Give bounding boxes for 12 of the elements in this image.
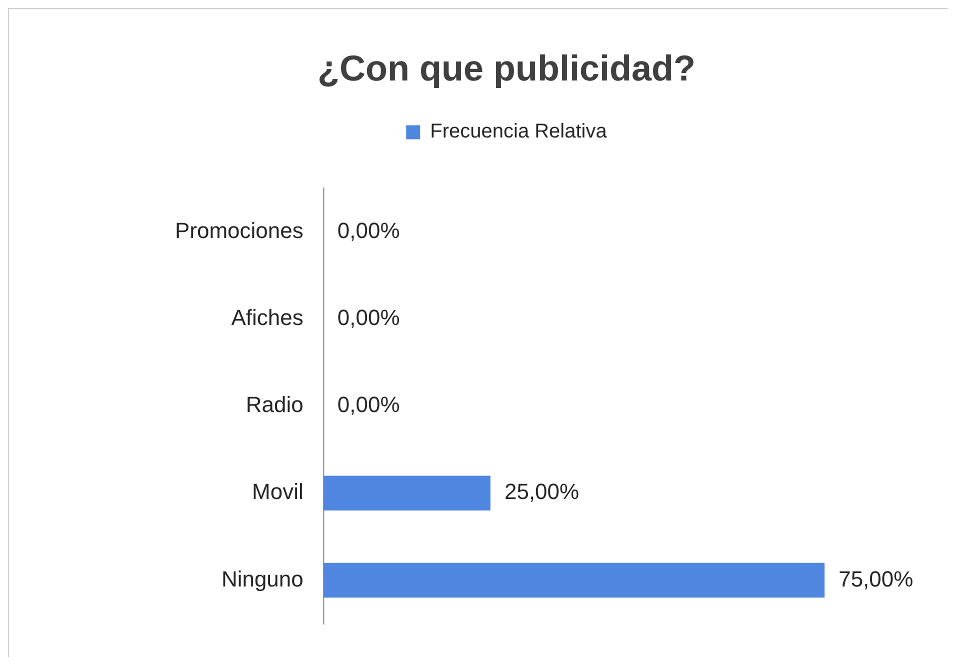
data-label: 0,00% bbox=[337, 392, 400, 418]
y-tick-label: Radio bbox=[246, 392, 304, 418]
y-tick-label: Promociones bbox=[175, 218, 304, 243]
data-label: 25,00% bbox=[504, 479, 580, 504]
y-tick-label: Movil bbox=[252, 479, 304, 504]
data-label: 0,00% bbox=[337, 304, 400, 330]
data-label: 75,00% bbox=[838, 566, 914, 592]
y-tick-label: Ninguno bbox=[221, 566, 304, 592]
data-label: 0,00% bbox=[337, 218, 400, 243]
chart-title: ¿Con que publicidad? bbox=[318, 48, 696, 89]
y-tick-label: Afiches bbox=[231, 304, 304, 330]
legend-label: Frecuencia Relativa bbox=[430, 120, 608, 143]
